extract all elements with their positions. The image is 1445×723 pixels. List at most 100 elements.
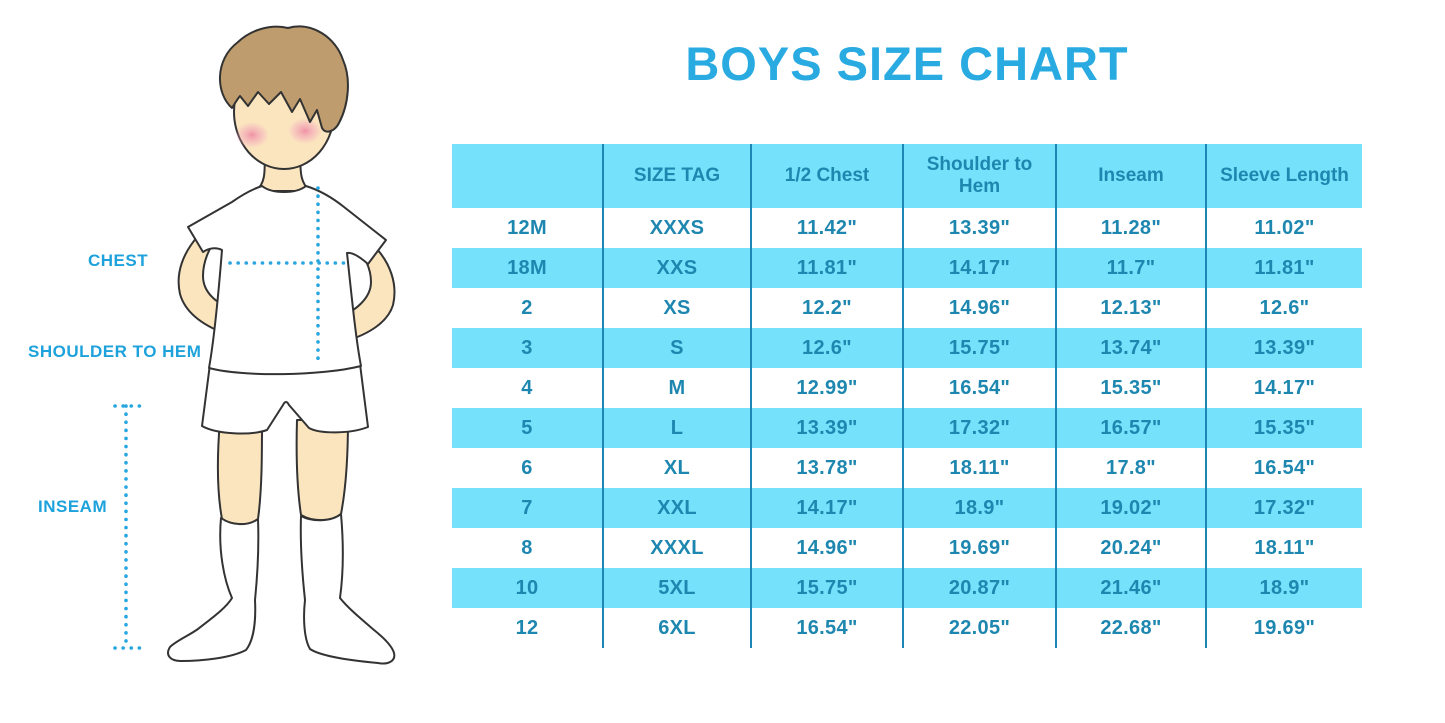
cell: 12.6" bbox=[1259, 296, 1310, 319]
cell: 7 bbox=[452, 488, 604, 528]
cell: 14.17" bbox=[903, 248, 1057, 288]
cell: 3 bbox=[452, 328, 604, 368]
cell: 11.02" bbox=[1254, 216, 1315, 239]
cell: 21.46" bbox=[1056, 568, 1207, 608]
right-leg bbox=[295, 419, 349, 522]
column-header: Inseam bbox=[1056, 144, 1207, 208]
cell: 11.28" bbox=[1056, 208, 1207, 248]
chest-label: CHEST bbox=[88, 251, 149, 270]
cell: XXXS bbox=[603, 208, 752, 248]
right-sock bbox=[299, 513, 396, 665]
shoulder-to-hem-label: SHOULDER TO HEM bbox=[28, 342, 202, 361]
cell: S bbox=[603, 328, 752, 368]
size-table: SIZE TAG 1/2 Chest Shoulder to Hem Inseam Sl… bbox=[452, 144, 1362, 648]
cell: 12.13" bbox=[1056, 288, 1207, 328]
cell: XXXL bbox=[603, 528, 752, 568]
column-header: Shoulder to Hem bbox=[903, 144, 1057, 208]
cell: 15.75" bbox=[751, 568, 904, 608]
table-body: 12M XXXS 11.42" 13.39" 11.28" 11.02" 18M XXS 11.… bbox=[452, 208, 1362, 648]
cell: 18M bbox=[452, 248, 604, 288]
cell: 17.32" bbox=[903, 408, 1057, 448]
cell: 11.7" bbox=[1056, 248, 1207, 288]
cell: XS bbox=[603, 288, 752, 328]
left-sock bbox=[167, 517, 260, 662]
cell: 15.35" bbox=[1056, 368, 1207, 408]
cell: 13.39" bbox=[903, 208, 1057, 248]
cell: 13.74" bbox=[1056, 328, 1207, 368]
cell: 18.9" bbox=[903, 488, 1057, 528]
hair bbox=[219, 25, 349, 133]
cell: 19.69" bbox=[1253, 616, 1316, 639]
cell: 14.17" bbox=[751, 488, 904, 528]
column-header: 1/2 Chest bbox=[751, 144, 904, 208]
boy-measurement-illustration bbox=[113, 25, 396, 665]
cell: 16.54" bbox=[903, 368, 1057, 408]
table-row: 3 S 12.6" 15.75" 13.74" 13.39" bbox=[452, 328, 1362, 368]
cell: 11.42" bbox=[751, 208, 904, 248]
cell: 14.17" bbox=[1253, 376, 1316, 399]
cell: 12.2" bbox=[751, 288, 904, 328]
cell: 2 bbox=[452, 288, 604, 328]
cell: 15.35" bbox=[1206, 408, 1362, 448]
cell: L bbox=[603, 408, 752, 448]
cell: 11.81" bbox=[1206, 248, 1362, 288]
cell: 22.68" bbox=[1056, 608, 1207, 648]
table-row: 6 XL 13.78" 18.11" 17.8" 16.54" bbox=[452, 448, 1362, 488]
cell: XL bbox=[603, 448, 752, 488]
cell: 17.8" bbox=[1056, 448, 1207, 488]
cell: 18.9" bbox=[1206, 568, 1362, 608]
cell: 14.96" bbox=[903, 288, 1057, 328]
cell: 12.6" bbox=[751, 328, 904, 368]
table-row: 2 XS 12.2" 14.96" 12.13" 12.6" bbox=[452, 288, 1362, 328]
cell: 12.99" bbox=[751, 368, 904, 408]
table-row: 10 5XL 15.75" 20.87" 21.46" 18.9" bbox=[452, 568, 1362, 608]
cell: 10 bbox=[452, 568, 604, 608]
column-header: SIZE TAG bbox=[603, 144, 752, 208]
cell: 16.54" bbox=[1253, 456, 1316, 479]
cell: 12M bbox=[452, 208, 604, 248]
table-row: 5 L 13.39" 17.32" 16.57" 15.35" bbox=[452, 408, 1362, 448]
column-header bbox=[452, 144, 604, 208]
cell: 19.02" bbox=[1056, 488, 1207, 528]
cell: 12 bbox=[452, 608, 604, 648]
cell: 6XL bbox=[603, 608, 752, 648]
left-leg bbox=[216, 419, 263, 526]
cell: 5 bbox=[452, 408, 604, 448]
cell: 13.39" bbox=[751, 408, 904, 448]
cell: 15.75" bbox=[903, 328, 1057, 368]
t-shirt bbox=[187, 185, 387, 376]
cell: 22.05" bbox=[903, 608, 1057, 648]
cell: 14.96" bbox=[751, 528, 904, 568]
cell: 16.54" bbox=[751, 608, 904, 648]
table-row: 12M XXXS 11.42" 13.39" 11.28" 11.02" bbox=[452, 208, 1362, 248]
cell: 13.39" bbox=[1206, 328, 1362, 368]
cell: 20.87" bbox=[903, 568, 1057, 608]
page-title: BOYS SIZE CHART bbox=[685, 37, 1129, 90]
table-row: 8 XXXL 14.96" 19.69" 20.24" 18.11" bbox=[452, 528, 1362, 568]
cell: 5XL bbox=[603, 568, 752, 608]
cell: 4 bbox=[452, 368, 604, 408]
cell: M bbox=[603, 368, 752, 408]
left-cheek bbox=[235, 122, 269, 148]
table-row: 18M XXS 11.81" 14.17" 11.7" 11.81" bbox=[452, 248, 1362, 288]
size-table-container: SIZE TAG 1/2 Chest Shoulder to Hem Inseam Sl… bbox=[452, 144, 1362, 648]
cell: 13.78" bbox=[751, 448, 904, 488]
shorts bbox=[201, 363, 369, 435]
inseam-label: INSEAM bbox=[38, 497, 108, 516]
cell: 18.11" bbox=[903, 448, 1057, 488]
cell: 8 bbox=[452, 528, 604, 568]
cell: 17.32" bbox=[1206, 488, 1362, 528]
table-row: 12 6XL 16.54" 22.05" 22.68" 19.69" bbox=[452, 608, 1362, 648]
right-cheek bbox=[288, 118, 322, 144]
cell: 11.81" bbox=[751, 248, 904, 288]
table-row: 7 XXL 14.17" 18.9" 19.02" 17.32" bbox=[452, 488, 1362, 528]
cell: 20.24" bbox=[1056, 528, 1207, 568]
header-row: SIZE TAG 1/2 Chest Shoulder to Hem Inseam Sl… bbox=[452, 144, 1362, 208]
cell: XXL bbox=[603, 488, 752, 528]
cell: 6 bbox=[452, 448, 604, 488]
cell: 19.69" bbox=[903, 528, 1057, 568]
table-row: 4 M 12.99" 16.54" 15.35" 14.17" bbox=[452, 368, 1362, 408]
cell: 16.57" bbox=[1056, 408, 1207, 448]
column-header: Sleeve Length bbox=[1206, 144, 1362, 208]
